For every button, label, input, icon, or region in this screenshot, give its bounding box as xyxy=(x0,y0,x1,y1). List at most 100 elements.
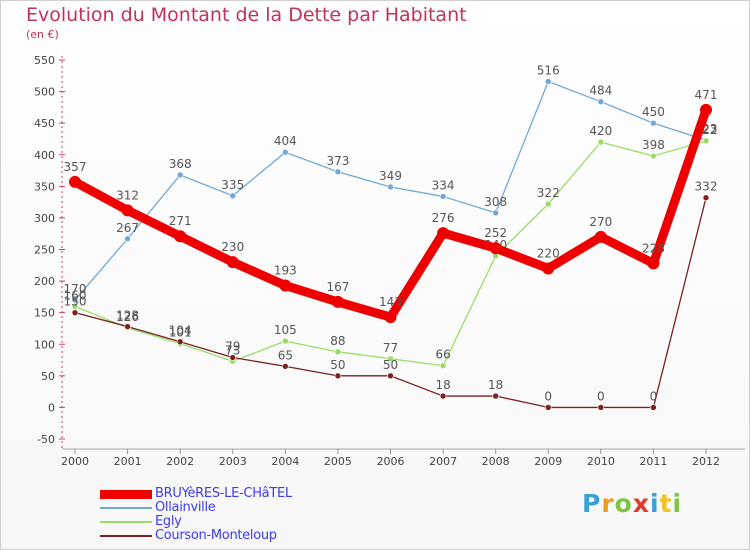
data-label: 312 xyxy=(116,188,139,202)
x-tick-label: 2000 xyxy=(61,455,89,468)
chart-subtitle: (en €) xyxy=(26,28,59,41)
data-point xyxy=(226,256,239,269)
data-point xyxy=(544,404,552,411)
data-point xyxy=(229,192,237,200)
legend-swatch xyxy=(100,521,152,523)
data-label: 450 xyxy=(642,105,665,119)
y-tick-label: -50 xyxy=(37,433,55,446)
data-point xyxy=(71,309,79,316)
data-point xyxy=(700,103,712,116)
data-point xyxy=(702,194,710,202)
x-tick-label: 2011 xyxy=(639,455,667,468)
y-tick-label: 500 xyxy=(34,86,55,99)
data-point xyxy=(331,295,344,308)
data-point xyxy=(702,137,710,145)
data-point xyxy=(121,204,134,217)
x-tick-label: 2008 xyxy=(482,455,510,468)
data-label: 0 xyxy=(597,389,605,403)
series-line-1 xyxy=(74,80,707,301)
data-point xyxy=(492,209,499,217)
data-point xyxy=(69,175,81,188)
data-label: 334 xyxy=(432,178,455,192)
data-point xyxy=(384,311,397,324)
logo-letter: t xyxy=(659,489,673,518)
y-tick-label: 550 xyxy=(34,54,55,67)
data-point xyxy=(544,200,552,208)
data-point xyxy=(124,323,131,330)
data-label: 0 xyxy=(650,389,658,403)
data-label: 276 xyxy=(432,211,455,225)
data-label: 18 xyxy=(435,378,450,392)
legend-label: Egly xyxy=(155,514,182,529)
data-point xyxy=(279,279,292,292)
data-point xyxy=(594,230,607,243)
data-label: 101 xyxy=(169,326,192,340)
legend-item: Egly xyxy=(100,514,360,530)
x-tick-label: 2012 xyxy=(692,455,720,468)
data-label: 252 xyxy=(484,226,507,240)
data-label: 516 xyxy=(537,63,560,77)
data-label: 65 xyxy=(278,348,293,362)
y-tick-label: 0 xyxy=(48,401,55,414)
x-tick-label: 2003 xyxy=(219,455,247,468)
data-label: 270 xyxy=(589,215,612,229)
data-label: 484 xyxy=(589,84,612,98)
y-tick-label: 300 xyxy=(34,212,55,225)
data-point xyxy=(542,262,555,275)
data-label: 220 xyxy=(537,246,560,260)
data-label: 50 xyxy=(383,358,398,372)
data-point xyxy=(492,392,499,400)
data-label: 105 xyxy=(274,323,297,337)
data-point xyxy=(282,363,289,370)
y-tick-label: 100 xyxy=(34,338,55,351)
logo-letter: o xyxy=(614,489,633,518)
legend-item: BRUYèRES-LE-CHâTEL xyxy=(100,486,360,502)
y-tick-label: 150 xyxy=(34,307,55,320)
x-tick-label: 2010 xyxy=(587,455,615,468)
data-label: 420 xyxy=(589,124,612,138)
data-point xyxy=(71,303,79,310)
data-label: 373 xyxy=(326,154,349,168)
data-point xyxy=(282,148,289,156)
data-label: 322 xyxy=(537,186,560,200)
legend-swatch xyxy=(100,535,152,537)
data-point xyxy=(176,171,184,179)
data-point xyxy=(650,404,657,411)
data-label: 0 xyxy=(544,389,552,403)
data-label: 404 xyxy=(274,134,297,148)
legend-label: Courson-Monteloup xyxy=(155,528,277,543)
data-point xyxy=(544,78,552,85)
data-point xyxy=(387,355,394,363)
data-label: 66 xyxy=(435,348,450,362)
data-label: 73 xyxy=(225,343,240,357)
legend-item: Courson-Monteloup xyxy=(100,528,360,544)
logo-letter: i xyxy=(650,489,660,518)
data-label: 357 xyxy=(64,160,87,174)
legend-swatch xyxy=(100,507,152,509)
data-label: 77 xyxy=(383,341,398,355)
data-point xyxy=(174,230,187,243)
y-tick-label: 350 xyxy=(34,180,55,193)
y-tick-label: 400 xyxy=(34,149,55,162)
data-point xyxy=(71,296,79,304)
data-point xyxy=(387,183,394,191)
data-point xyxy=(439,362,447,370)
x-tick-label: 2007 xyxy=(429,455,457,468)
data-label: 267 xyxy=(116,221,139,235)
data-point xyxy=(597,98,605,105)
data-label: 79 xyxy=(225,340,240,354)
legend-label: BRUYèRES-LE-CHâTEL xyxy=(155,486,292,501)
data-point xyxy=(650,119,657,127)
data-label: 150 xyxy=(64,295,87,309)
data-label: 160 xyxy=(64,288,87,302)
data-label: 332 xyxy=(695,180,718,194)
data-point xyxy=(334,372,342,380)
data-point xyxy=(439,193,447,200)
data-label: 368 xyxy=(169,157,192,171)
x-tick-label: 2004 xyxy=(271,455,299,468)
data-label: 143 xyxy=(379,295,402,309)
data-point xyxy=(282,337,289,345)
logo-letter: x xyxy=(632,489,650,518)
